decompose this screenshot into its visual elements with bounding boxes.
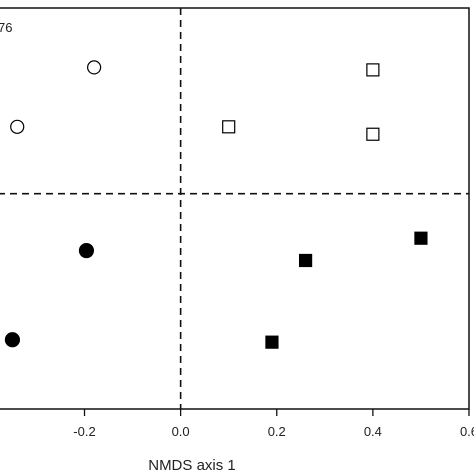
filled-square-point [298, 253, 313, 268]
x-axis-title: NMDS axis 1 [148, 457, 236, 474]
data-points [4, 60, 428, 349]
panel-annotation: 76 [0, 20, 12, 35]
x-axis-ticks: .4-0.20.00.20.40.6 [73, 409, 474, 439]
filled-square-point [414, 231, 428, 245]
plot-border [0, 7, 470, 410]
open-circle-point [10, 119, 25, 134]
open-circle-point [87, 60, 102, 75]
filled-square-point [265, 335, 279, 349]
reference-lines [0, 8, 469, 409]
x-tick-label: 0.0 [172, 424, 190, 439]
open-square-point [366, 127, 380, 141]
open-square-point [222, 120, 236, 134]
x-tick-label: -0.2 [73, 424, 95, 439]
plot-frame [0, 7, 470, 410]
x-tick-label: 0.4 [364, 424, 382, 439]
filled-circle-point [78, 242, 95, 259]
filled-circle-point [4, 332, 21, 348]
x-tick-label: 0.6 [460, 424, 474, 439]
open-square-point [366, 63, 380, 77]
x-tick-label: 0.2 [268, 424, 286, 439]
